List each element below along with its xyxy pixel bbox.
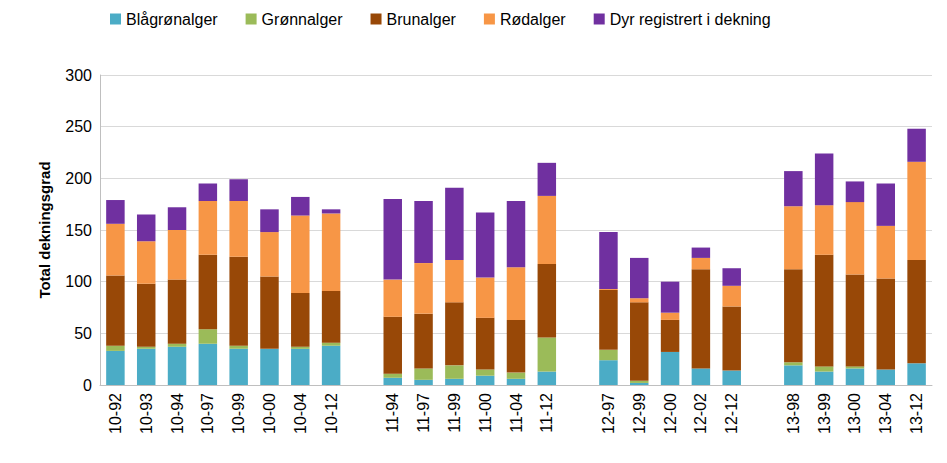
svg-text:10-93: 10-93 — [138, 393, 155, 434]
svg-text:11-97: 11-97 — [415, 393, 432, 433]
svg-text:13-98: 13-98 — [785, 393, 802, 434]
svg-text:200: 200 — [65, 170, 92, 187]
svg-text:150: 150 — [65, 222, 92, 239]
svg-text:250: 250 — [65, 118, 92, 135]
svg-text:100: 100 — [65, 273, 92, 290]
svg-text:11-94: 11-94 — [384, 393, 401, 433]
svg-text:Brunalger: Brunalger — [387, 11, 457, 28]
svg-text:11-99: 11-99 — [446, 393, 463, 433]
svg-text:Blågrønalger: Blågrønalger — [126, 11, 218, 28]
svg-text:10-94: 10-94 — [169, 393, 186, 434]
svg-text:50: 50 — [74, 325, 92, 342]
svg-text:10-04: 10-04 — [292, 393, 309, 434]
svg-text:10-00: 10-00 — [261, 393, 278, 434]
svg-text:13-04: 13-04 — [877, 393, 894, 434]
svg-text:12-12: 12-12 — [723, 393, 740, 434]
svg-text:11-12: 11-12 — [538, 393, 555, 433]
svg-text:300: 300 — [65, 67, 92, 84]
svg-text:Dyr registrert i dekning: Dyr registrert i dekning — [610, 11, 771, 28]
svg-text:Rødalger: Rødalger — [500, 11, 566, 28]
svg-text:13-12: 13-12 — [908, 393, 925, 434]
svg-text:Grønnalger: Grønnalger — [262, 11, 344, 28]
svg-text:12-02: 12-02 — [692, 393, 709, 434]
svg-text:13-00: 13-00 — [846, 393, 863, 434]
svg-text:10-92: 10-92 — [107, 393, 124, 434]
svg-text:Total dekningsgrad: Total dekningsgrad — [36, 161, 53, 298]
svg-text:11-00: 11-00 — [477, 393, 494, 433]
svg-text:12-99: 12-99 — [631, 393, 648, 434]
svg-text:11-04: 11-04 — [508, 393, 525, 433]
svg-text:10-12: 10-12 — [323, 393, 340, 434]
svg-text:10-97: 10-97 — [199, 393, 216, 434]
svg-text:13-99: 13-99 — [816, 393, 833, 434]
svg-text:0: 0 — [83, 377, 92, 394]
svg-text:10-99: 10-99 — [230, 393, 247, 434]
svg-text:12-00: 12-00 — [662, 393, 679, 434]
svg-text:12-97: 12-97 — [600, 393, 617, 434]
